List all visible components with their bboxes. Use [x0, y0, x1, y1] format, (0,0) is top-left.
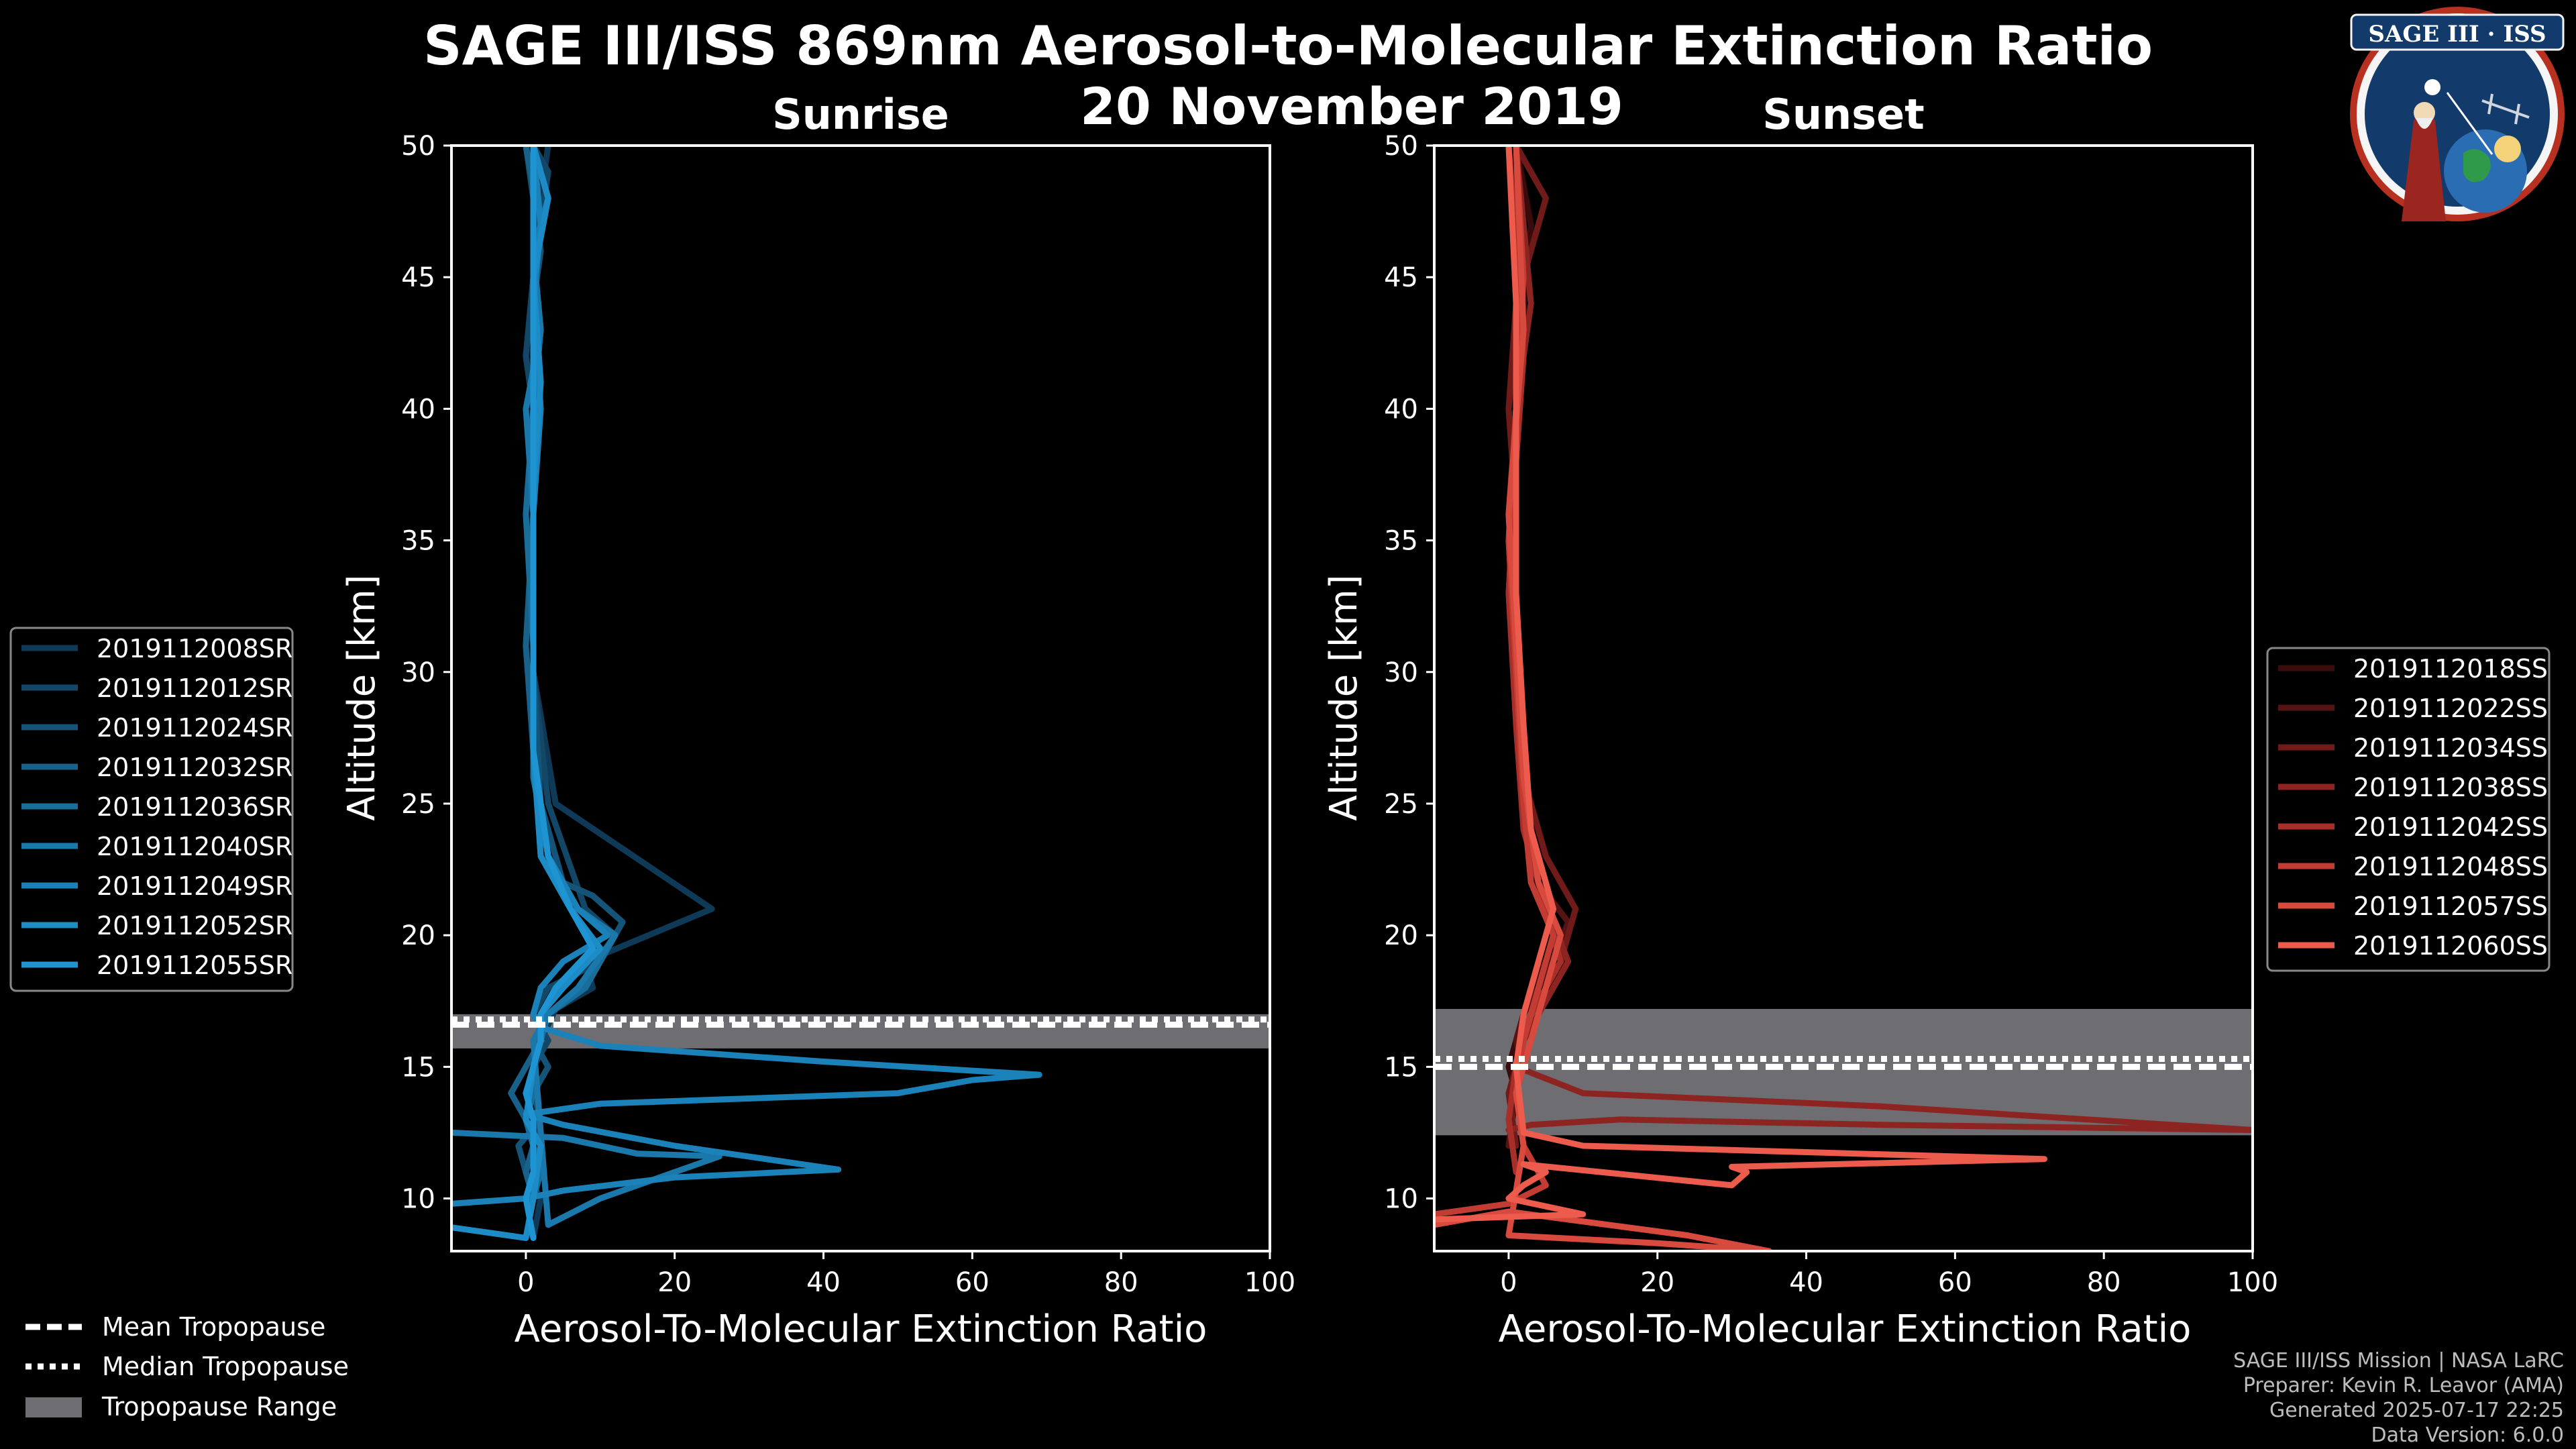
legend-label: 2019112055SR — [97, 951, 292, 980]
x-tick-label: 100 — [1244, 1267, 1295, 1298]
credits: SAGE III/ISS Mission | NASA LaRC Prepare… — [2233, 1349, 2564, 1447]
legend-label: 2019112057SS — [2353, 892, 2548, 921]
sunrise-panel: 0 20 40 60 80 100 10 15 20 25 30 35 40 45 50 — [401, 131, 1295, 1298]
x-axis-label-sunrise: Aerosol-To-Molecular Extinction Ratio — [515, 1307, 1208, 1351]
legend-label: 2019112034SS — [2353, 733, 2548, 763]
y-tick-label: 25 — [401, 789, 435, 820]
legend-label: 2019112018SS — [2353, 654, 2548, 684]
x-tick-label: 80 — [1104, 1267, 1138, 1298]
y-tick-label: 25 — [1384, 789, 1418, 820]
series-line-2019112032SR — [508, 146, 604, 1241]
series-group — [1434, 146, 2253, 1251]
series-line-2019112038SS — [1505, 146, 2253, 1133]
credit-line-2: Preparer: Kevin R. Leavor (AMA) — [2243, 1374, 2564, 1397]
logo-station — [2481, 93, 2530, 125]
x-tick-label: 60 — [1938, 1267, 1972, 1298]
median-tropopause-label: Median Tropopause — [102, 1352, 349, 1381]
x-axis-label-sunset: Aerosol-To-Molecular Extinction Ratio — [1499, 1307, 2192, 1351]
figure-title: SAGE III/ISS 869nm Aerosol-to-Molecular … — [423, 15, 2153, 77]
legend-label: 2019112060SS — [2353, 931, 2548, 961]
y-tick-label: 45 — [401, 262, 435, 293]
x-tick-label: 0 — [1500, 1267, 1517, 1298]
panel-title-sunrise: Sunrise — [772, 90, 949, 139]
legend-label: 2019112012SR — [97, 674, 292, 703]
y-tick-label: 30 — [401, 657, 435, 688]
y-tick-label: 35 — [401, 526, 435, 557]
legend-label: 2019112032SR — [97, 753, 292, 782]
x-tick-label: 0 — [517, 1267, 534, 1298]
x-tick-label: 100 — [2227, 1267, 2278, 1298]
y-axis-label-sunrise: Altitude [km] — [340, 574, 384, 820]
legend-frame — [9, 627, 294, 992]
series-line-2019112055SR — [523, 146, 596, 1241]
credit-line-1: SAGE III/ISS Mission | NASA LaRC — [2233, 1349, 2564, 1373]
legend-label: 2019112040SR — [97, 832, 292, 861]
series-line-2019112008SR — [523, 146, 715, 1241]
credit-line-3: Generated 2025-07-17 22:25 — [2269, 1399, 2564, 1422]
axes-frame — [1433, 144, 2254, 1252]
y-tick-label: 50 — [401, 131, 435, 162]
tropopause-range-swatch — [25, 1397, 82, 1417]
x-tick-label: 20 — [657, 1267, 692, 1298]
y-tick-label: 45 — [1384, 262, 1418, 293]
legend-label: 2019112052SR — [97, 911, 292, 941]
y-tick-label: 15 — [401, 1052, 435, 1083]
y-tick-label: 20 — [1384, 920, 1418, 951]
legend-label: 2019112036SR — [97, 792, 292, 822]
legend-label: 2019112022SS — [2353, 694, 2548, 723]
tropopause-range-band — [1434, 1009, 2253, 1136]
credit-line-4: Data Version: 6.0.0 — [2371, 1424, 2564, 1447]
x-tick-label: 20 — [1640, 1267, 1674, 1298]
panel-title-sunset: Sunset — [1762, 90, 1925, 139]
logo-title: SAGE III · ISS — [2368, 21, 2546, 48]
series-line-2019112060SS — [1434, 146, 2047, 1223]
x-tick-label: 60 — [955, 1267, 989, 1298]
legend-label: 2019112024SR — [97, 713, 292, 743]
y-tick-label: 40 — [1384, 394, 1418, 425]
y-tick-label: 10 — [1384, 1184, 1418, 1215]
legend-label: 2019112048SS — [2353, 852, 2548, 881]
y-tick-label: 15 — [1384, 1052, 1418, 1083]
y-tick-label: 20 — [401, 920, 435, 951]
legend-label: 2019112042SS — [2353, 812, 2548, 842]
y-tick-label: 50 — [1384, 131, 1418, 162]
axes-frame — [450, 144, 1271, 1252]
sage-mission-logo: SAGE III · ISS — [2350, 7, 2565, 221]
y-axis-label-sunset: Altitude [km] — [1322, 574, 1366, 820]
x-tick-label: 80 — [2087, 1267, 2121, 1298]
y-tick-label: 10 — [401, 1184, 435, 1215]
sunset-legend: 2019112018SS 2019112022SS 2019112034SS 2019… — [2266, 647, 2551, 972]
legend-label: 2019112038SS — [2353, 773, 2548, 802]
series-group — [451, 146, 1042, 1241]
logo-figure — [2402, 112, 2446, 221]
figure-date: 20 November 2019 — [1080, 76, 1623, 136]
y-tick-label: 40 — [401, 394, 435, 425]
legend-frame — [2266, 647, 2551, 972]
series-line-2019112040SR — [451, 146, 722, 1228]
sunset-panel: 0 20 40 60 80 100 10 15 20 25 30 35 40 45 50 — [1384, 131, 2278, 1298]
tropopause-range-label: Tropopause Range — [101, 1392, 337, 1421]
y-tick-label: 35 — [1384, 526, 1418, 557]
y-tick-label: 30 — [1384, 657, 1418, 688]
x-tick-label: 40 — [806, 1267, 841, 1298]
tropopause-legend: Mean Tropopause Median Tropopause Tropop… — [25, 1312, 349, 1421]
legend-label: 2019112008SR — [97, 634, 292, 663]
sunrise-legend: 2019112008SR 2019112012SR 2019112024SR 2019… — [9, 627, 294, 992]
legend-label: 2019112049SR — [97, 871, 292, 901]
x-tick-label: 40 — [1789, 1267, 1823, 1298]
series-line-2019112052SR — [451, 146, 604, 1241]
mean-tropopause-label: Mean Tropopause — [102, 1312, 325, 1342]
